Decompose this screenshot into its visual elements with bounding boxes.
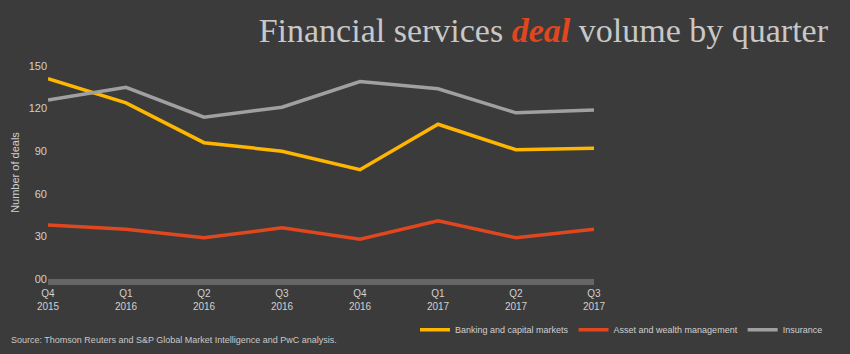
svg-text:00: 00 — [35, 273, 47, 285]
svg-text:Number of deals: Number of deals — [9, 132, 21, 213]
svg-text:Insurance: Insurance — [783, 325, 823, 335]
svg-text:Q12016: Q12016 — [115, 288, 138, 312]
svg-text:Asset and wealth management: Asset and wealth management — [614, 325, 738, 335]
svg-text:Banking and capital markets: Banking and capital markets — [455, 325, 569, 335]
svg-text:Q42015: Q42015 — [37, 288, 60, 312]
svg-text:120: 120 — [29, 102, 47, 114]
svg-text:Q12017: Q12017 — [427, 288, 450, 312]
svg-text:150: 150 — [29, 60, 47, 72]
svg-text:Q32016: Q32016 — [271, 288, 294, 312]
svg-text:Q42016: Q42016 — [349, 288, 372, 312]
svg-text:Q32017: Q32017 — [583, 288, 606, 312]
svg-text:90: 90 — [35, 145, 47, 157]
svg-text:Q22016: Q22016 — [193, 288, 216, 312]
svg-text:Financial services deal volume: Financial services deal volume by quarte… — [259, 12, 829, 49]
svg-text:60: 60 — [35, 188, 47, 200]
svg-text:Source: Thomson Reuters and S&: Source: Thomson Reuters and S&P Global M… — [11, 335, 337, 345]
svg-text:Q22017: Q22017 — [505, 288, 528, 312]
svg-text:30: 30 — [35, 230, 47, 242]
